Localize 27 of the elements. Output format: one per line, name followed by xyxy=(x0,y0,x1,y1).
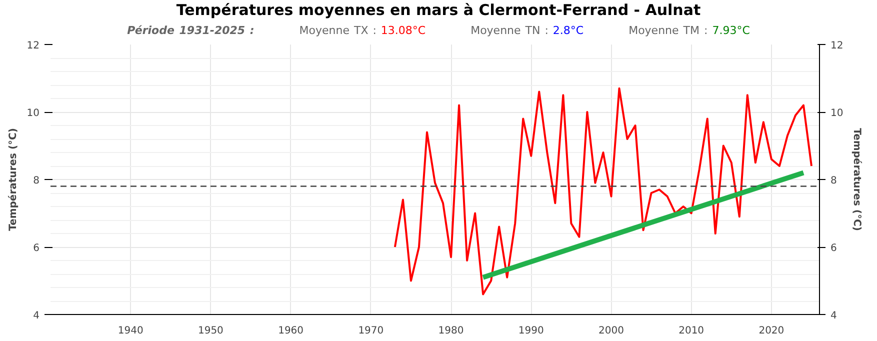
line-series xyxy=(394,87,812,296)
y-tick-label: 10 xyxy=(26,108,40,119)
x-tick-label: 2020 xyxy=(758,326,784,336)
y2-tick-label: 6 xyxy=(830,243,837,254)
y-tick-label: 12 xyxy=(26,40,40,52)
x-tick-label: 2010 xyxy=(678,326,704,336)
x-tick-label: 1970 xyxy=(358,326,384,336)
chart-title: Températures moyennes en mars à Clermont-Ferrand - Aulnat xyxy=(175,0,702,21)
y-tick-label: 6 xyxy=(33,243,40,254)
y2-tick-label: 4 xyxy=(830,310,837,322)
chart-subtitle: Période 1931-2025 : xyxy=(127,24,254,38)
text: Moyenne TM : 7.93°C xyxy=(628,24,750,38)
y-axis-title: Températures (°C) xyxy=(8,128,19,231)
text: Moyenne TX : 13.08°C xyxy=(299,24,426,38)
x-tick-label: 1950 xyxy=(198,326,224,336)
x-tick-label: 2000 xyxy=(598,326,624,336)
text: Moyenne TN : 2.8°C xyxy=(470,24,584,38)
x-tick-label: 1980 xyxy=(438,326,464,336)
y-tick-label: 4 xyxy=(33,310,40,322)
y2-axis-title: Températures (°C) xyxy=(851,128,862,231)
x-tick-label: 1940 xyxy=(118,326,144,336)
x-tick-label: 1990 xyxy=(518,326,544,336)
y2-tick-label: 12 xyxy=(830,40,844,52)
y-tick-label: 8 xyxy=(33,176,40,186)
y2-tick-label: 8 xyxy=(830,176,837,186)
y2-tick-label: 10 xyxy=(830,108,844,119)
x-tick-label: 1960 xyxy=(278,326,304,336)
